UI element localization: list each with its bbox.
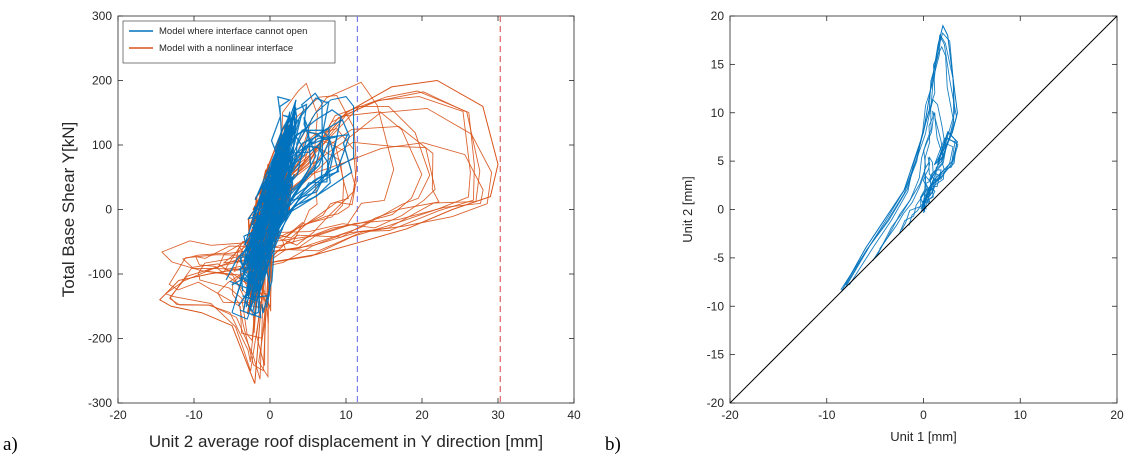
chart-1: -20 -10 0 10 20 30 40-300-200-1000100200300Uni… bbox=[59, 9, 581, 451]
x-tick-label: 0 bbox=[267, 408, 274, 422]
legend-label: Model where interface cannot open bbox=[159, 26, 307, 37]
series-loop bbox=[169, 96, 471, 362]
series-model-with-a-nonlinear-interface bbox=[158, 79, 499, 384]
plot-area bbox=[158, 16, 501, 403]
series-loop bbox=[198, 105, 431, 342]
y-tick-label: -20 bbox=[707, 396, 725, 410]
panel-label-b: b) bbox=[605, 434, 621, 455]
y-tick-label: -5 bbox=[713, 251, 724, 265]
y-tick-label: -100 bbox=[88, 267, 112, 281]
series-loop bbox=[205, 111, 423, 334]
plot-area bbox=[730, 16, 1117, 403]
x-tick-label: 0 bbox=[920, 408, 927, 422]
y-tick-label: -10 bbox=[707, 299, 725, 313]
series-loop bbox=[872, 98, 947, 261]
y-tick-label: -300 bbox=[88, 396, 112, 410]
x-tick-label: 20 bbox=[415, 408, 429, 422]
y-tick-label: 0 bbox=[717, 203, 724, 217]
plot-frame bbox=[117, 15, 575, 404]
legend: Model where interface cannot open Model w… bbox=[122, 20, 336, 64]
y-axis-label: Unit 2 [mm] bbox=[680, 176, 695, 242]
y-tick-label: 15 bbox=[711, 57, 725, 71]
series-loop bbox=[876, 110, 944, 257]
y-tick-label: 200 bbox=[92, 74, 112, 88]
x-tick-label: -20 bbox=[109, 408, 127, 422]
y-tick-label: 10 bbox=[711, 106, 725, 120]
x-tick-label: 40 bbox=[567, 408, 581, 422]
x-axis-label: Unit 2 average roof displacement in Y di… bbox=[149, 432, 543, 451]
x-axis-label: Unit 1 [mm] bbox=[890, 429, 956, 444]
series-loop bbox=[195, 125, 440, 310]
y-axis-label: Total Base Shear Y[kN] bbox=[59, 122, 78, 297]
series-loop bbox=[182, 141, 436, 302]
x-tick-label: 10 bbox=[339, 408, 353, 422]
x-tick-label: 10 bbox=[1014, 408, 1028, 422]
y-tick-label: -200 bbox=[88, 332, 112, 346]
series-loop bbox=[840, 32, 956, 291]
series-line bbox=[158, 79, 499, 384]
series-loop bbox=[168, 107, 493, 339]
reference-diagonal bbox=[730, 16, 1117, 403]
y-tick-label: -15 bbox=[707, 348, 725, 362]
series-core bbox=[242, 99, 297, 311]
x-tick-label: -10 bbox=[185, 408, 203, 422]
legend-box bbox=[122, 20, 336, 64]
series-loop bbox=[879, 112, 945, 250]
series-loop bbox=[901, 156, 934, 231]
y-tick-label: 0 bbox=[105, 203, 112, 217]
legend-label: Model with a nonlinear interface bbox=[159, 43, 293, 54]
series-line-0 bbox=[840, 24, 959, 292]
chart-2: -20 -10 0 10 20 -20 -15 -10 -5 0 5 10 15 20 Unit 1 [mm… bbox=[680, 9, 1124, 444]
x-tick-label: 30 bbox=[491, 408, 505, 422]
x-tick-label: -10 bbox=[818, 408, 836, 422]
x-tick-label: 20 bbox=[1110, 408, 1124, 422]
series-reference-1 bbox=[730, 16, 1117, 403]
y-tick-label: 20 bbox=[711, 9, 725, 23]
y-tick-label: 300 bbox=[92, 9, 112, 23]
y-tick-label: 100 bbox=[92, 138, 112, 152]
x-tick-label: -20 bbox=[721, 408, 739, 422]
series-model-where-interface-cannot-open bbox=[225, 92, 355, 320]
y-tick-label: 5 bbox=[717, 154, 724, 168]
series-loop bbox=[908, 174, 931, 226]
panel-label-a: a) bbox=[3, 434, 18, 455]
